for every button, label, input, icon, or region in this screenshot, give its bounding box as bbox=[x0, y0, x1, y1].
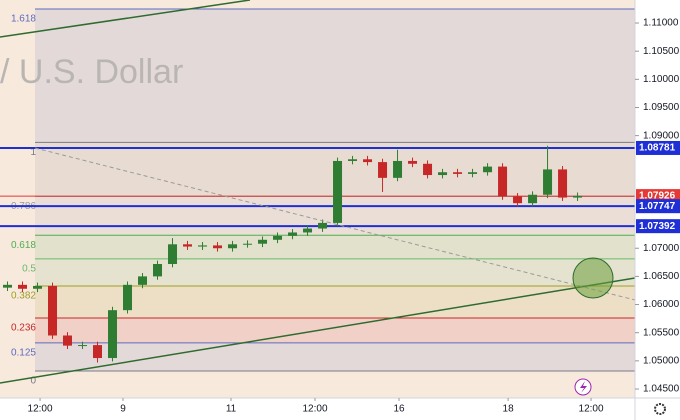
fib-label: 0 bbox=[30, 376, 36, 387]
candle-body bbox=[123, 284, 133, 311]
candle-body bbox=[3, 284, 13, 288]
x-tick-label: 12:00 bbox=[303, 404, 328, 415]
candle-body bbox=[138, 276, 148, 285]
candle-body bbox=[483, 166, 493, 173]
candle-body bbox=[48, 285, 58, 336]
candle-body bbox=[558, 169, 568, 198]
fib-zone bbox=[35, 235, 635, 259]
circle-marker bbox=[572, 257, 614, 299]
candle-body bbox=[438, 172, 448, 176]
price-marker-box bbox=[636, 140, 680, 155]
candle-body bbox=[168, 244, 178, 265]
candle-body bbox=[528, 194, 538, 204]
candle-body bbox=[243, 243, 253, 245]
y-tick-label: 1.10000 bbox=[643, 74, 680, 85]
candle-body bbox=[348, 159, 358, 161]
candle-body bbox=[378, 162, 388, 178]
y-tick-label: 1.10500 bbox=[643, 46, 680, 57]
fib-zone bbox=[35, 8, 635, 143]
candle-body bbox=[228, 244, 238, 249]
price-marker-label: 1.08781 bbox=[639, 143, 676, 154]
candle-body bbox=[18, 284, 28, 289]
y-tick-label: 1.09500 bbox=[643, 102, 680, 113]
fib-zone bbox=[35, 258, 635, 286]
fib-zone bbox=[35, 318, 635, 343]
candle-body bbox=[393, 160, 403, 178]
price-marker-label: 1.07747 bbox=[639, 201, 676, 212]
candle-body bbox=[333, 160, 343, 223]
candle-body bbox=[153, 264, 163, 277]
fib-label: 0.5 bbox=[22, 264, 36, 275]
candle-body bbox=[33, 285, 43, 289]
candle-body bbox=[468, 172, 478, 174]
candle-body bbox=[288, 232, 298, 236]
y-tick-label: 1.06000 bbox=[643, 299, 680, 310]
time-axis bbox=[0, 398, 680, 420]
fib-label: 0.236 bbox=[11, 323, 36, 334]
watermark: / U.S. Dollar bbox=[0, 53, 183, 91]
trend-line bbox=[0, 0, 251, 38]
fib-label: 0.125 bbox=[11, 347, 36, 358]
candle-body bbox=[183, 244, 193, 247]
x-tick-label: 11 bbox=[226, 404, 237, 415]
event-icon-bolt bbox=[580, 381, 587, 393]
fib-zone bbox=[35, 285, 635, 319]
x-tick-label: 16 bbox=[393, 404, 405, 415]
candle-body bbox=[198, 245, 208, 247]
candle-body bbox=[93, 345, 103, 359]
price-marker-box bbox=[636, 219, 680, 234]
candle-body bbox=[78, 345, 88, 347]
y-tick-label: 1.05500 bbox=[643, 327, 680, 338]
candle-body bbox=[63, 335, 73, 346]
x-tick-label: 12:00 bbox=[579, 404, 604, 415]
candle-body bbox=[453, 172, 463, 174]
candle-body bbox=[423, 163, 433, 176]
y-tick-label: 1.04500 bbox=[643, 384, 680, 395]
y-tick-label: 1.11000 bbox=[643, 18, 679, 29]
candle-body bbox=[408, 160, 418, 164]
trend-line bbox=[0, 277, 636, 384]
x-tick-label: 9 bbox=[120, 404, 126, 415]
candle-body bbox=[363, 159, 373, 163]
price-marker-box bbox=[636, 199, 680, 214]
dashed-line bbox=[34, 147, 636, 301]
settings-button[interactable] bbox=[654, 403, 666, 415]
price-marker-label: 1.07392 bbox=[639, 221, 676, 232]
candle-body bbox=[543, 169, 553, 195]
y-tick-label: 1.09000 bbox=[643, 130, 680, 141]
candle-body bbox=[573, 195, 583, 198]
fib-label: 1 bbox=[30, 147, 36, 158]
price-marker-label: 1.07926 bbox=[639, 191, 676, 202]
candle-body bbox=[258, 239, 268, 244]
x-tick-label: 12:00 bbox=[28, 404, 53, 415]
candle-body bbox=[213, 245, 223, 249]
fib-zone bbox=[35, 342, 635, 371]
y-tick-label: 1.05000 bbox=[643, 355, 680, 366]
x-tick-label: 18 bbox=[503, 404, 515, 415]
candle-body bbox=[498, 166, 508, 197]
candle-body bbox=[513, 196, 523, 204]
fib-label: 0.382 bbox=[11, 291, 36, 302]
fib-label: 0.618 bbox=[11, 240, 36, 251]
candle-body bbox=[303, 228, 313, 233]
y-tick-label: 1.06500 bbox=[643, 271, 680, 282]
candle-body bbox=[318, 222, 328, 229]
y-tick-label: 1.07000 bbox=[643, 243, 680, 254]
candle-body bbox=[273, 235, 283, 240]
candle-body bbox=[108, 310, 118, 359]
fib-label: 1.618 bbox=[11, 14, 36, 25]
